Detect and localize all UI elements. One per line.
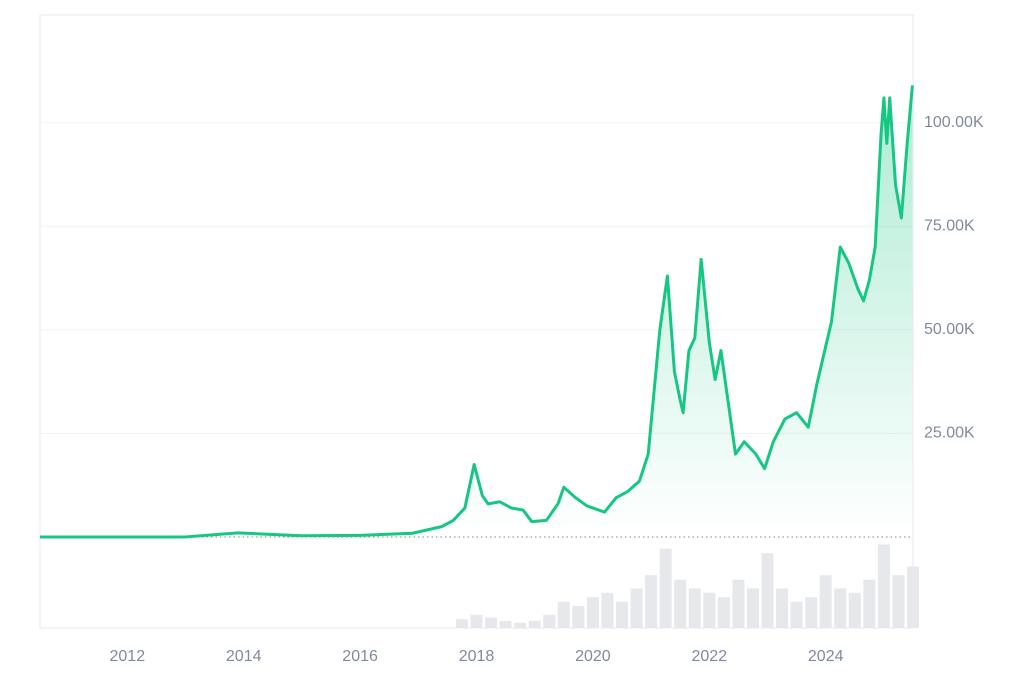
price-line: [39, 85, 914, 539]
volume-bar: [776, 588, 789, 628]
volume-bar: [790, 601, 803, 628]
volume-bar: [863, 579, 876, 628]
volume-bar: [514, 622, 527, 628]
volume-bar: [761, 553, 774, 628]
x-tick-label: 2014: [226, 648, 262, 665]
volume-bar: [455, 619, 468, 628]
x-tick-label: 2016: [342, 648, 378, 665]
volume-bar: [659, 548, 672, 628]
volume-bar: [601, 592, 614, 628]
volume-bar: [572, 606, 585, 628]
x-tick-label: 2012: [110, 648, 146, 665]
volume-bar: [470, 614, 483, 628]
volume-bar: [485, 617, 498, 628]
volume-bar: [688, 588, 701, 628]
volume-bar: [819, 575, 832, 628]
volume-bar: [703, 592, 716, 628]
volume-bar: [892, 575, 905, 628]
volume-bar: [616, 601, 628, 628]
volume-bar: [630, 588, 643, 628]
volume-bar: [674, 579, 687, 628]
y-tick-label: 25.00K: [924, 425, 975, 442]
volume-bar: [557, 601, 570, 628]
volume-bar: [543, 614, 556, 628]
x-tick-label: 2020: [575, 648, 611, 665]
volume-bar: [645, 575, 658, 628]
volume-bar: [848, 592, 861, 628]
x-tick-label: 2018: [459, 648, 495, 665]
volume-bar: [834, 588, 847, 628]
volume-bar: [805, 597, 818, 628]
volume-bar: [717, 597, 730, 628]
x-tick-label: 2022: [692, 648, 728, 665]
volume-bar: [528, 620, 541, 628]
x-tick-label: 2024: [808, 648, 844, 665]
volume-bar: [907, 566, 919, 628]
area: [40, 85, 913, 537]
volume-bar: [586, 597, 599, 628]
y-tick-label: 50.00K: [924, 321, 975, 338]
volume-bar: [732, 579, 745, 628]
volume-bar: [499, 620, 512, 628]
y-tick-label: 75.00K: [924, 218, 975, 235]
volume-bar: [746, 588, 759, 628]
volume-bar: [877, 544, 890, 628]
y-tick-label: 100.00K: [924, 114, 984, 131]
